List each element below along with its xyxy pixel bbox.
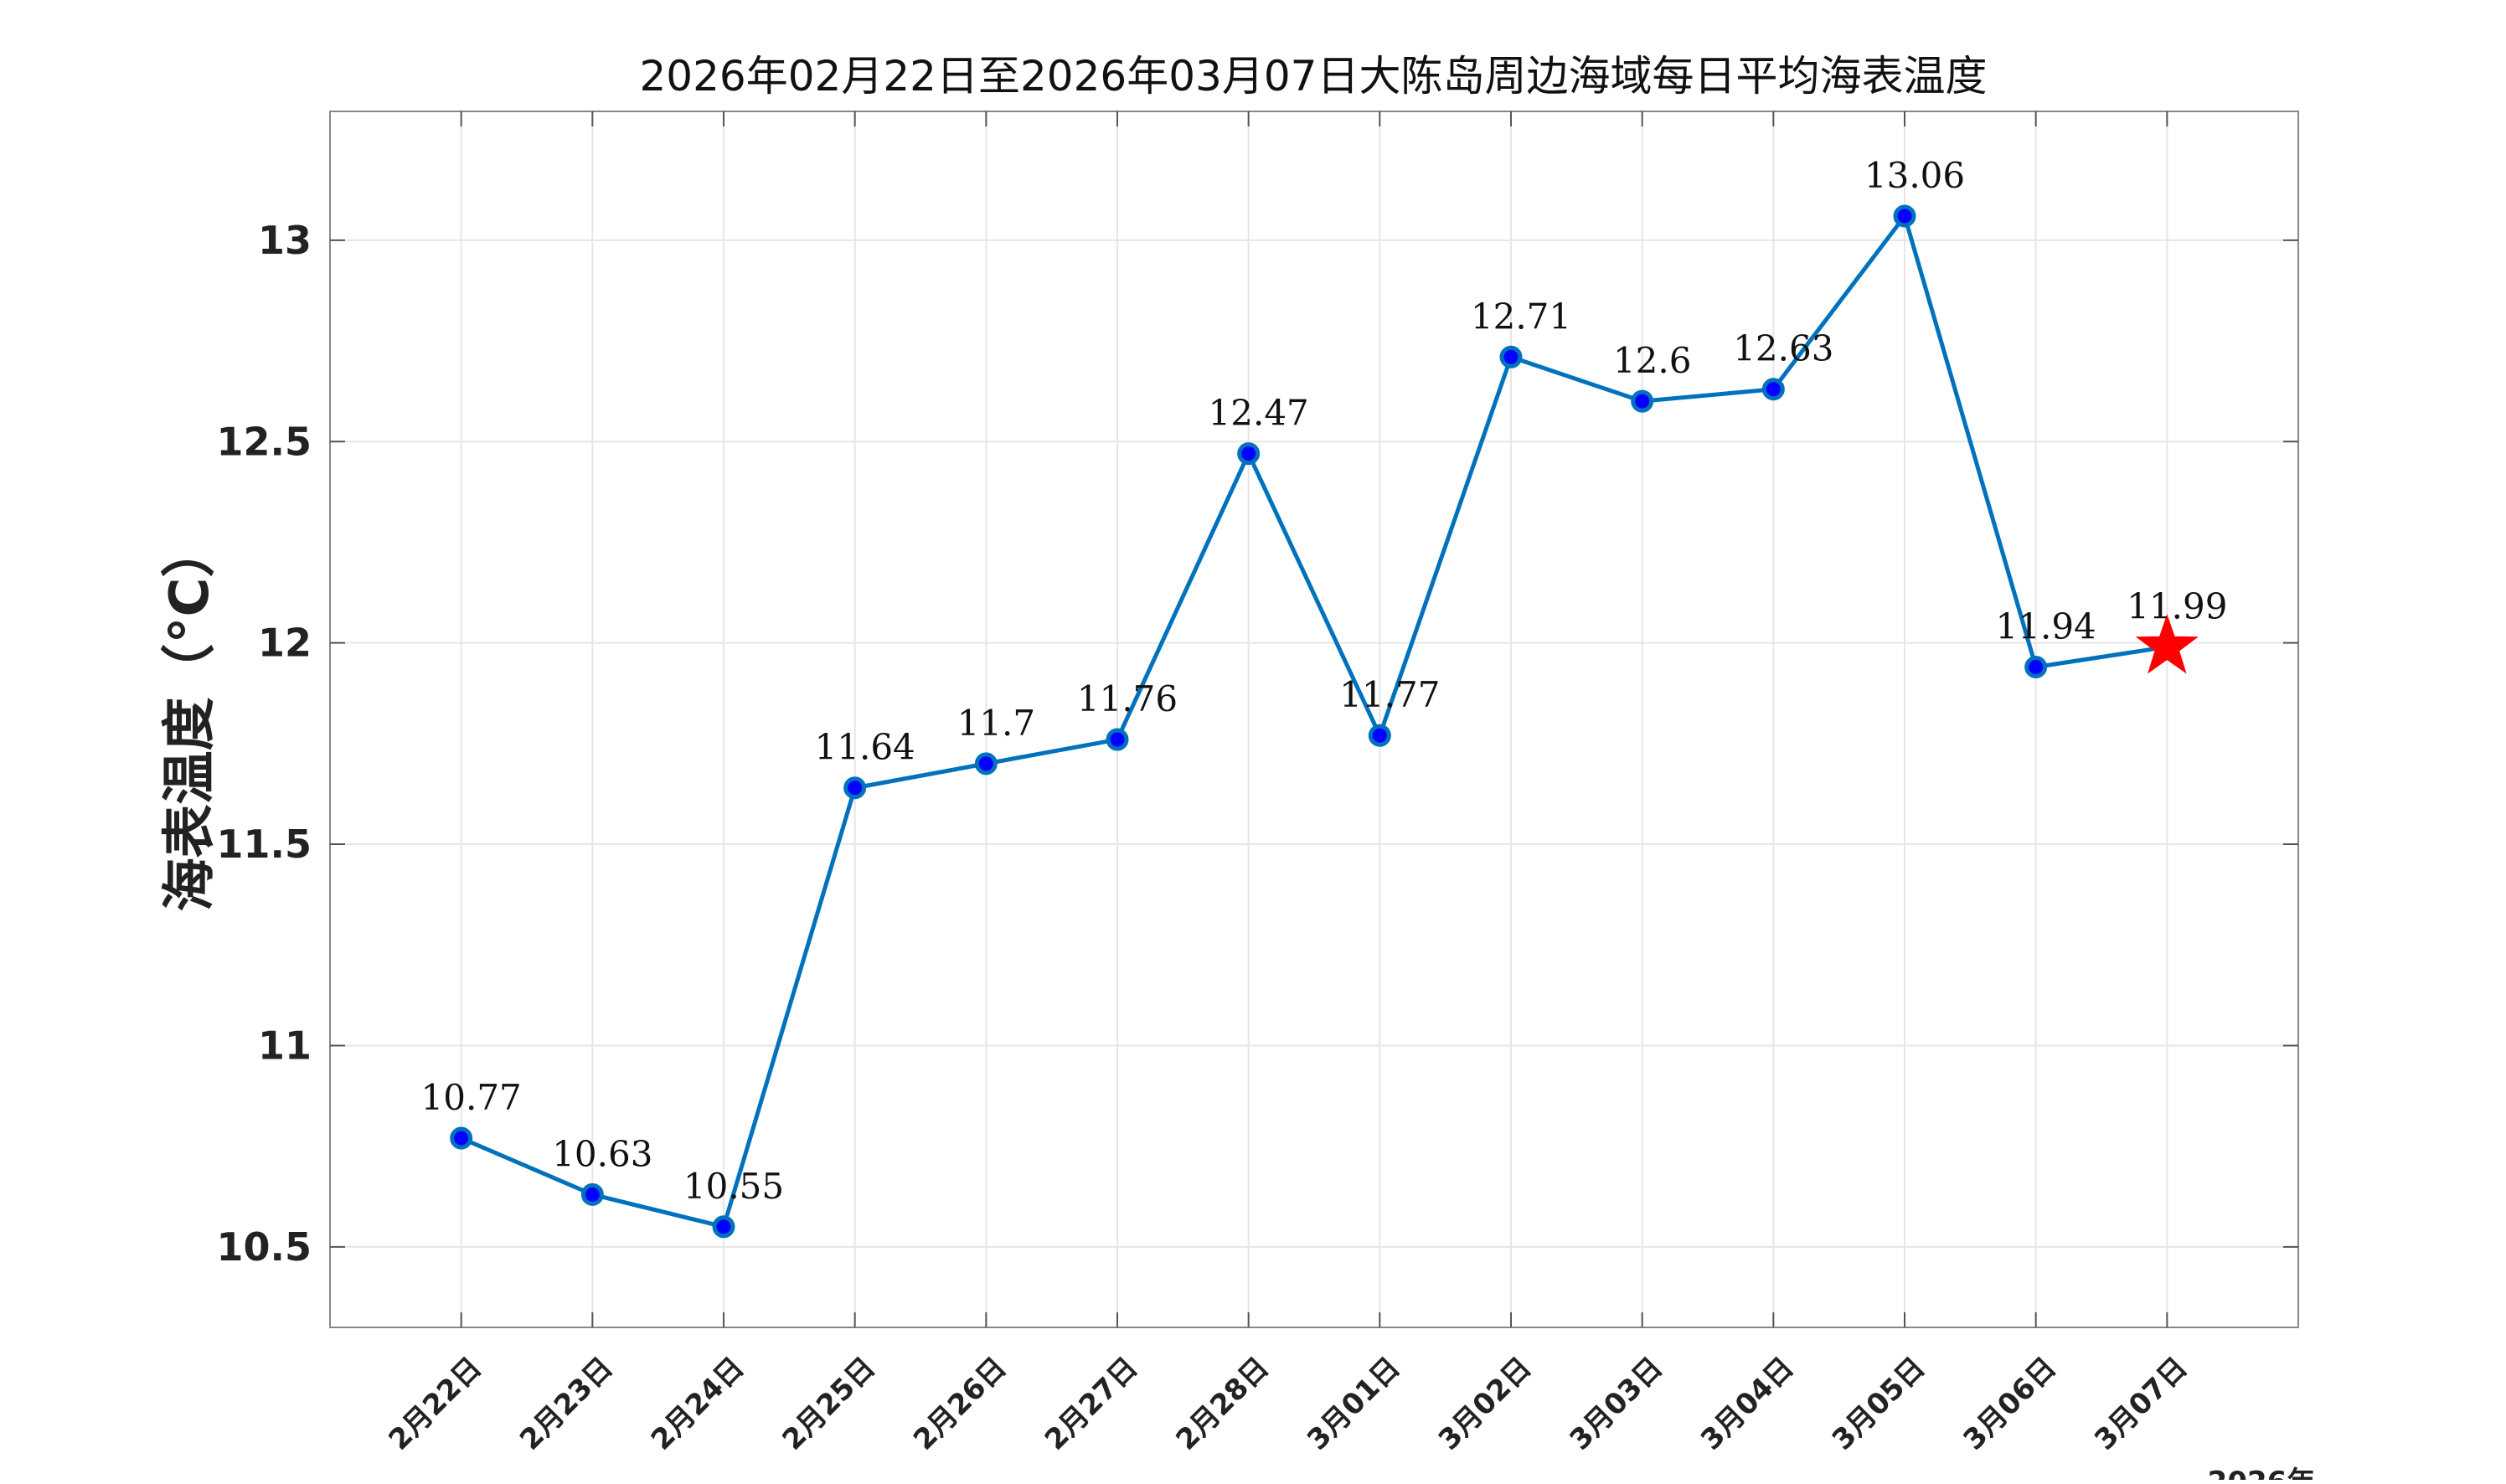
data-label: 12.71 — [1471, 296, 1571, 337]
data-point — [1237, 442, 1261, 466]
data-point — [843, 776, 867, 800]
data-point — [2024, 655, 2048, 678]
data-point — [1106, 728, 1129, 751]
x-tick-label: 2月23日 — [513, 1351, 620, 1457]
y-tick-label: 13 — [258, 218, 312, 263]
x-tick-label: 2月26日 — [907, 1351, 1013, 1457]
data-point — [974, 752, 998, 775]
x-axis-ticks: 2月22日 2月23日 2月24日 2月25日 2月26日 2月27日 2月28日 3月01日… — [382, 111, 2194, 1457]
x-tick-label: 3月06日 — [1957, 1351, 2063, 1457]
x-axis-year-label: 2026年 — [2208, 1466, 2316, 1480]
data-point — [450, 1126, 473, 1150]
y-axis-ticks: 10.5 11 11.5 12 12.5 13 — [217, 218, 2298, 1270]
y-tick-label: 12.5 — [217, 419, 312, 464]
data-point — [1499, 345, 1523, 368]
x-tick-label: 3月03日 — [1563, 1351, 1669, 1457]
data-label: 11.64 — [815, 727, 915, 768]
x-tick-label: 3月04日 — [1694, 1351, 1801, 1457]
y-tick-label: 11.5 — [217, 822, 312, 867]
x-tick-label: 2月25日 — [776, 1351, 882, 1457]
y-tick-label: 11 — [258, 1023, 312, 1068]
data-label: 10.77 — [421, 1077, 522, 1118]
data-label: 11.76 — [1077, 678, 1178, 719]
data-point — [712, 1215, 735, 1239]
data-label: 11.7 — [957, 703, 1036, 744]
x-tick-label: 3月05日 — [1826, 1351, 1932, 1457]
y-axis-label: 海表温度（°C） — [159, 524, 221, 912]
data-label: 11.99 — [2127, 585, 2227, 626]
data-label: 11.94 — [1996, 605, 2096, 647]
data-point — [1631, 389, 1654, 413]
data-labels: 10.77 10.63 10.55 11.64 11.7 11.76 12.47 11.77 1… — [421, 155, 2228, 1207]
data-point — [1761, 378, 1785, 401]
x-tick-label: 2月28日 — [1169, 1351, 1276, 1457]
data-label: 12.6 — [1613, 340, 1692, 381]
x-tick-label: 2月22日 — [382, 1351, 488, 1457]
x-tick-label: 2月24日 — [645, 1351, 751, 1457]
x-tick-label: 2月27日 — [1039, 1351, 1145, 1457]
series-sst — [450, 204, 2199, 1239]
data-label: 12.47 — [1209, 393, 1309, 434]
x-tick-label: 3月01日 — [1301, 1351, 1407, 1457]
x-tick-label: 3月02日 — [1432, 1351, 1539, 1457]
data-point — [1368, 724, 1391, 747]
data-label: 10.63 — [552, 1133, 652, 1174]
data-label: 11.77 — [1339, 674, 1440, 715]
grid — [330, 111, 2298, 1327]
y-tick-label: 10.5 — [217, 1224, 312, 1270]
data-point — [1893, 204, 1916, 228]
plot-frame — [329, 111, 2299, 1328]
series-line — [460, 214, 2168, 1229]
data-label: 13.06 — [1864, 155, 1965, 196]
y-tick-label: 12 — [258, 621, 312, 666]
data-label: 10.55 — [683, 1166, 784, 1207]
data-label: 12.63 — [1733, 328, 1833, 369]
highlight-star-marker — [2135, 613, 2199, 674]
chart-title: 2026年02月22日至2026年03月07日大陈岛周边海域每日平均海表温度 — [640, 52, 1988, 100]
x-tick-label: 3月07日 — [2088, 1351, 2194, 1457]
data-point — [580, 1183, 604, 1206]
